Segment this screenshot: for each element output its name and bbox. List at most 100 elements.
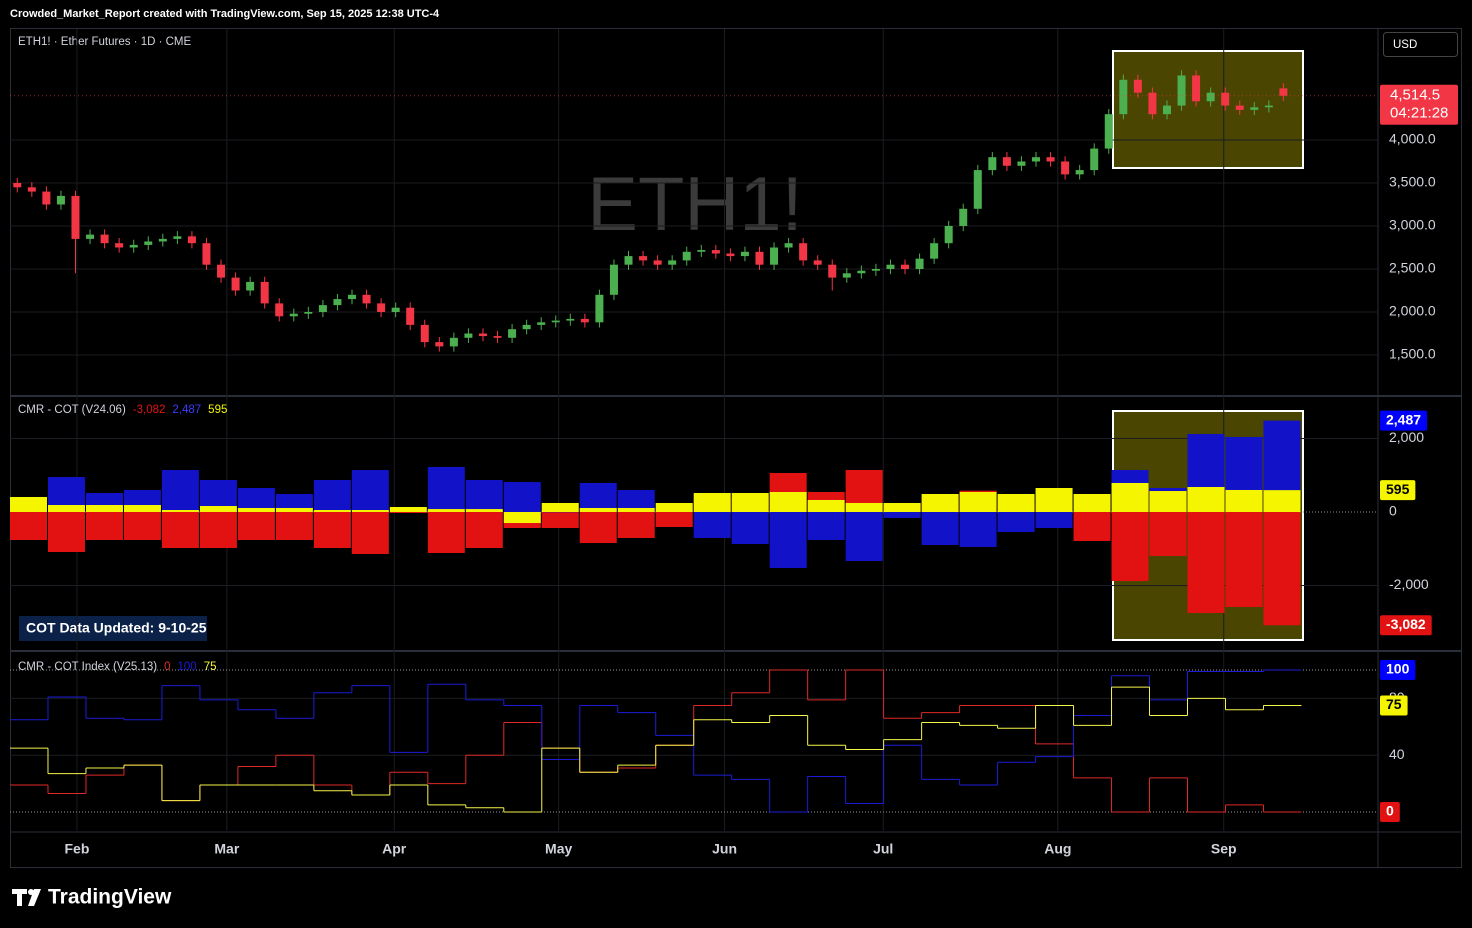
- value-tag: 100: [1380, 660, 1416, 681]
- candle-body: [115, 243, 124, 248]
- cot-bar: [845, 502, 883, 512]
- cot-bar: [579, 482, 617, 512]
- candle-body: [1235, 105, 1244, 110]
- cot-bar: [465, 511, 503, 549]
- candle-body: [682, 251, 691, 261]
- candle-body: [842, 273, 851, 278]
- value-tag: 75: [1380, 695, 1408, 716]
- value-tag-box: [1380, 801, 1400, 822]
- candle-body: [377, 303, 386, 313]
- cot-bar: [1225, 511, 1263, 608]
- cot-bar: [655, 502, 693, 512]
- cot-bar: [465, 479, 503, 512]
- cot-bar: [731, 511, 769, 545]
- candle-body: [1177, 75, 1186, 106]
- cot-bar: [579, 511, 617, 544]
- candle-body: [755, 251, 764, 265]
- candle-body: [173, 236, 182, 239]
- cot-bar: [237, 511, 275, 541]
- legend-value: 0: [164, 661, 170, 673]
- y-tick-label: 40: [1389, 746, 1405, 762]
- cot-bar: [275, 507, 313, 512]
- candle-body: [217, 264, 226, 278]
- cot-bar: [427, 509, 465, 512]
- currency[interactable]: USD: [1393, 39, 1417, 51]
- candle-body: [289, 313, 298, 317]
- cot-bar: [47, 505, 85, 512]
- cot-bar: [579, 507, 617, 512]
- cot-bar: [693, 511, 731, 538]
- candle-body: [231, 277, 240, 291]
- candle-body: [711, 250, 720, 254]
- logo-mark: [28, 889, 41, 906]
- cot-bar: [807, 511, 845, 541]
- candle-body: [537, 322, 546, 325]
- cot-bar: [503, 482, 541, 512]
- value-tag-box: [1380, 660, 1416, 681]
- cot-bar: [655, 511, 693, 527]
- value-tag: 2,487: [1380, 410, 1428, 431]
- cot-bar: [1187, 487, 1225, 512]
- cot-bar: [921, 511, 959, 545]
- x-tick-label: Aug: [1044, 841, 1071, 857]
- candle-body: [1104, 114, 1113, 149]
- candle-body: [668, 260, 677, 265]
- cot-bar: [503, 511, 541, 524]
- candle-body: [158, 238, 167, 242]
- value-tag-box: [1380, 695, 1408, 716]
- candle-body: [100, 234, 109, 244]
- legend-value: -3,082: [133, 404, 166, 416]
- value-tag-box: [1380, 410, 1428, 431]
- candle-body: [813, 260, 822, 265]
- candle-body: [449, 337, 458, 347]
- candle-body: [915, 258, 924, 269]
- y-tick-label: -2,000: [1389, 576, 1429, 592]
- x-tick-label: Apr: [382, 841, 407, 857]
- value-tag-text: -3,082: [1386, 616, 1426, 632]
- watermark: ETH1!: [587, 162, 802, 247]
- header: Crowded_Market_Report created with Tradi…: [10, 8, 440, 20]
- value-tag-box: [1380, 615, 1432, 636]
- cot-bar: [427, 511, 465, 554]
- candle-body: [202, 243, 211, 265]
- cot-bar: [845, 511, 883, 561]
- cot-bar: [769, 511, 807, 569]
- y-tick-label: 1,500.0: [1389, 346, 1436, 362]
- cot-bar: [997, 493, 1035, 512]
- candle-body: [347, 294, 357, 300]
- cot-bar: [1073, 511, 1111, 541]
- candle-body: [129, 244, 138, 248]
- candle-body: [1075, 170, 1084, 175]
- cot-bar: [427, 467, 465, 512]
- candle-body: [1017, 161, 1026, 166]
- currency-button[interactable]: [1383, 32, 1458, 57]
- cot-bar: [1035, 511, 1073, 528]
- candle-body: [1031, 157, 1041, 162]
- candle-body: [1250, 107, 1259, 110]
- candle-body: [1002, 157, 1011, 166]
- candle-body: [828, 264, 837, 278]
- candle-body: [275, 303, 284, 317]
- candle-body: [871, 268, 880, 271]
- cot-bar: [351, 469, 389, 512]
- x-tick-label: Mar: [214, 841, 239, 857]
- y-tick-label: 2,000: [1389, 429, 1424, 445]
- pane-title: CMR - COT Index (V25.13): [18, 661, 157, 673]
- cot-bar: [10, 511, 47, 541]
- candle-body: [566, 318, 575, 321]
- candle-body: [973, 170, 982, 209]
- cot-bar: [769, 492, 807, 512]
- cot-bar: [237, 507, 275, 512]
- candle-body: [13, 182, 22, 188]
- y-tick-label: 2,500.0: [1389, 260, 1436, 276]
- candle-body: [1279, 88, 1288, 96]
- value-tag: -3,082: [1380, 615, 1432, 636]
- cot-bar: [85, 511, 123, 541]
- value-tag-text: 100: [1386, 661, 1410, 677]
- cot-bar: [351, 510, 389, 512]
- candle-body: [464, 333, 473, 338]
- candle-body: [653, 260, 662, 265]
- cot-note: COT Data Updated: 9-10-25: [26, 620, 207, 636]
